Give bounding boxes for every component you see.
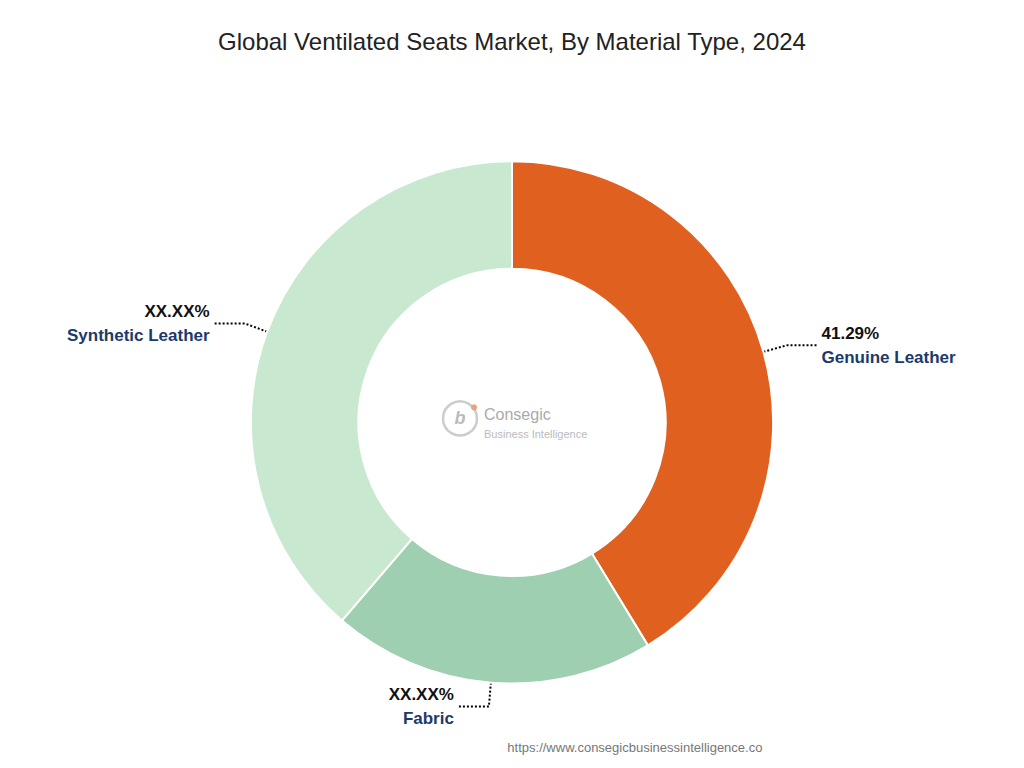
- svg-text:Synthetic Leather: Synthetic Leather: [67, 326, 210, 345]
- svg-text:Global Ventilated Seats Market: Global Ventilated Seats Market, By Mater…: [218, 28, 806, 55]
- svg-text:Fabric: Fabric: [403, 709, 454, 728]
- svg-text:XX.XX%: XX.XX%: [144, 302, 209, 321]
- svg-text:Consegic: Consegic: [484, 406, 551, 423]
- svg-text:XX.XX%: XX.XX%: [389, 685, 454, 704]
- svg-text:b: b: [455, 408, 466, 428]
- svg-text:https://www.consegicbusinessin: https://www.consegicbusinessintelligence…: [507, 740, 762, 755]
- svg-text:Genuine Leather: Genuine Leather: [822, 348, 957, 367]
- svg-text:Business Intelligence: Business Intelligence: [484, 428, 587, 440]
- svg-text:41.29%: 41.29%: [822, 324, 880, 343]
